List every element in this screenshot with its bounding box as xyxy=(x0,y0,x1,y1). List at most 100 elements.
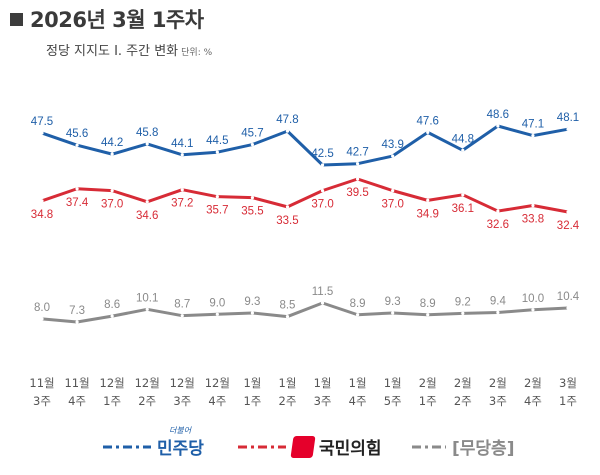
x-tick-label: 12월 xyxy=(205,376,230,390)
data-label: 8.5 xyxy=(279,300,295,312)
data-label: 9.4 xyxy=(490,296,507,308)
x-tick-label: 12월 xyxy=(135,376,160,390)
data-point xyxy=(391,189,395,193)
x-tick-label: 1주 xyxy=(419,394,437,408)
x-tick-label: 2주 xyxy=(138,394,156,408)
data-point xyxy=(110,152,114,156)
data-point xyxy=(320,189,325,193)
data-point xyxy=(566,127,570,131)
x-tick-label: 1월 xyxy=(243,376,261,390)
data-label: 9.3 xyxy=(385,296,401,308)
data-label: 11.5 xyxy=(312,286,334,298)
data-point xyxy=(145,307,149,311)
data-point xyxy=(391,311,395,315)
data-point xyxy=(356,313,360,317)
x-tick-label: 12월 xyxy=(100,376,125,390)
legend: 더불어 민주당 국민의힘 [무당층] xyxy=(0,426,600,464)
x-tick-label: 2월 xyxy=(489,376,507,390)
data-point xyxy=(496,310,500,315)
chart-subtitle: 정당 지지도 Ⅰ. 주간 변화 xyxy=(46,44,179,59)
data-point xyxy=(531,133,535,138)
subtitle-row: 정당 지지도 Ⅰ. 주간 변화 단위: % xyxy=(46,40,212,59)
line-chart: 47.5 45.6 44.2 45.8 44.1 44.5 45.7 47.8 42.5 42.7… xyxy=(29,109,580,408)
x-tick-label: 5주 xyxy=(384,394,402,408)
data-point xyxy=(215,150,219,154)
democratic-small-label: 더불어 xyxy=(169,426,192,435)
data-point xyxy=(250,311,254,315)
data-label: 10.0 xyxy=(522,293,544,305)
series-line xyxy=(41,177,569,214)
x-tick-label: 1주 xyxy=(243,394,261,408)
data-label: 45.8 xyxy=(136,127,158,139)
title-square-icon xyxy=(10,12,23,26)
legend-label-democratic: 민주당 xyxy=(157,439,204,459)
unit-label: 단위: % xyxy=(181,48,213,58)
data-label: 34.9 xyxy=(417,208,439,220)
data-point xyxy=(285,314,290,319)
data-point xyxy=(180,314,184,318)
x-tick-label: 11월 xyxy=(64,376,89,390)
data-label: 44.2 xyxy=(101,137,123,149)
data-label: 47.8 xyxy=(276,114,298,126)
data-label: 45.6 xyxy=(66,128,88,140)
data-label: 37.0 xyxy=(101,199,123,211)
data-point xyxy=(180,188,184,192)
x-tick-label: 4주 xyxy=(524,394,542,408)
data-label: 10.1 xyxy=(136,292,158,304)
data-label: 9.3 xyxy=(244,296,260,308)
x-tick-label: 2주 xyxy=(279,394,297,408)
x-tick-label: 4주 xyxy=(68,394,86,408)
data-point xyxy=(461,193,465,197)
data-point xyxy=(320,163,325,167)
x-tick-label: 1주 xyxy=(103,394,121,408)
data-point xyxy=(391,154,395,158)
x-tick-label: 3주 xyxy=(33,394,51,408)
data-label: 7.3 xyxy=(69,305,85,317)
data-point xyxy=(110,189,114,193)
data-point xyxy=(531,308,535,312)
data-label: 48.1 xyxy=(557,112,579,124)
democratic-logo: 더불어 민주당 xyxy=(157,426,204,459)
data-point xyxy=(461,311,465,316)
data-point xyxy=(40,317,44,321)
data-label: 47.1 xyxy=(522,119,544,131)
legend-label-none: [무당층] xyxy=(452,439,515,459)
data-label: 37.0 xyxy=(311,199,333,211)
data-point xyxy=(531,203,535,208)
data-label: 48.6 xyxy=(487,109,509,121)
x-tick-label: 3주 xyxy=(314,394,332,408)
data-point xyxy=(285,205,290,209)
data-label: 44.8 xyxy=(452,133,474,145)
x-tick-label: 1월 xyxy=(349,376,367,390)
data-label: 8.0 xyxy=(34,302,50,314)
x-axis: 11월 3주 11월 4주 12월 1주 12월 2주 12월 3주 12월 4주 1월 1주 1월 2주 1월… xyxy=(29,376,577,408)
data-label: 39.5 xyxy=(346,187,368,199)
data-point xyxy=(566,210,570,214)
data-label: 9.0 xyxy=(209,297,225,309)
data-label: 42.5 xyxy=(311,148,333,160)
legend-item-democratic: 더불어 민주당 xyxy=(103,426,204,459)
data-point xyxy=(75,143,79,147)
data-label: 32.6 xyxy=(487,219,509,231)
title-row: 2026년 3월 1주차 xyxy=(10,4,204,34)
data-point xyxy=(110,314,114,318)
legend-line-democratic xyxy=(103,445,151,448)
chart-title: 2026년 3월 1주차 xyxy=(30,8,204,32)
data-point xyxy=(320,301,325,305)
legend-item-none: [무당층] xyxy=(412,434,514,459)
data-point xyxy=(145,142,149,146)
data-label: 44.5 xyxy=(206,135,228,147)
data-point xyxy=(426,130,430,134)
x-tick-label: 2월 xyxy=(419,376,437,390)
legend-line-ppp xyxy=(238,445,286,448)
data-point xyxy=(180,153,184,157)
data-point xyxy=(426,198,430,202)
x-tick-label: 11월 xyxy=(29,376,54,390)
data-label: 34.6 xyxy=(136,210,158,222)
x-tick-label: 1월 xyxy=(384,376,402,390)
series-2: 34.8 37.4 37.0 34.6 37.2 35.7 35.5 33.5 37.0 39.5… xyxy=(31,177,580,232)
legend-line-none xyxy=(412,445,446,448)
x-tick-label: 12월 xyxy=(170,376,195,390)
data-label: 35.5 xyxy=(241,206,263,218)
